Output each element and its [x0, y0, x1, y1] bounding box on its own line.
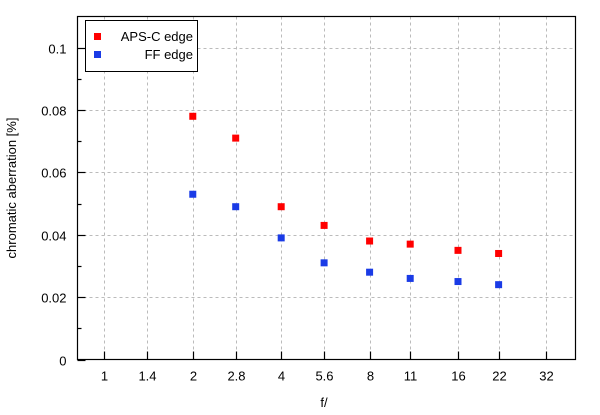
data-point-aps-c	[277, 203, 285, 211]
y-tick-label: 0.04	[41, 229, 66, 244]
data-point-ff	[232, 203, 240, 211]
plot-frame	[76, 15, 577, 361]
y-tick-label: 0.02	[41, 291, 66, 306]
data-points	[189, 112, 503, 289]
data-point-aps-c	[454, 246, 462, 254]
x-tick-label: 16	[451, 369, 465, 384]
legend-label-aps-c: APS-C edge	[121, 29, 193, 44]
data-point-ff	[495, 281, 503, 289]
data-point-aps-c	[406, 240, 414, 248]
data-point-ff	[406, 274, 414, 282]
x-tick-label: 1	[101, 369, 108, 384]
x-tick-label: 4	[278, 369, 285, 384]
x-tick-label: 8	[367, 369, 374, 384]
axis-ticks: 1 1.4 2 2.8 4 5.6 8 11 16 22 32 0 0.02 0.04 0.06 0.08 0.…	[41, 42, 554, 384]
data-point-ff	[454, 278, 462, 286]
data-point-aps-c	[320, 221, 328, 229]
y-tick-label: 0.1	[48, 42, 66, 57]
data-point-ff	[277, 234, 285, 242]
y-tick-label: 0.08	[41, 104, 66, 119]
y-axis-label: chromatic aberration [%]	[4, 118, 19, 259]
x-axis-label: f/	[320, 395, 328, 410]
x-tick-label: 2	[190, 369, 197, 384]
x-tick-label: 5.6	[315, 369, 333, 384]
legend: APS-C edge FF edge	[85, 20, 198, 72]
legend-box	[85, 20, 198, 72]
data-point-aps-c	[189, 112, 197, 120]
grid	[77, 16, 576, 360]
legend-label-ff: FF edge	[145, 47, 193, 62]
legend-marker-ff	[94, 51, 101, 58]
x-tick-label: 2.8	[227, 369, 245, 384]
legend-marker-aps-c	[94, 33, 101, 40]
data-point-ff	[366, 268, 374, 276]
x-tick-label: 22	[492, 369, 506, 384]
x-tick-label: 11	[404, 369, 418, 384]
data-point-ff	[189, 190, 197, 198]
x-tick-label: 32	[539, 369, 553, 384]
y-tick-label: 0.06	[41, 166, 66, 181]
data-point-aps-c	[232, 134, 240, 142]
data-point-aps-c	[366, 237, 374, 245]
x-tick-label: 1.4	[138, 369, 156, 384]
y-tick-label: 0	[59, 354, 66, 369]
data-point-ff	[320, 259, 328, 267]
data-point-aps-c	[495, 249, 503, 257]
